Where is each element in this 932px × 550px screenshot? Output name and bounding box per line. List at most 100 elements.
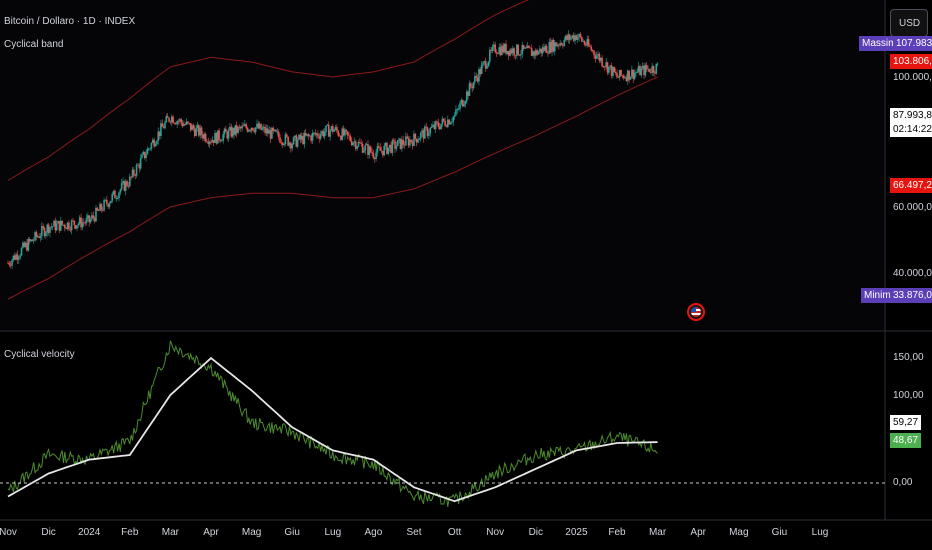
candle	[119, 188, 122, 196]
candle	[548, 38, 551, 54]
candle	[303, 130, 306, 149]
candle	[231, 126, 234, 139]
candle	[152, 137, 154, 144]
time-axis-label: Giu	[284, 527, 300, 538]
candle	[35, 230, 38, 241]
candle	[532, 50, 534, 58]
candle	[198, 123, 200, 138]
candle	[130, 176, 132, 180]
candle	[498, 43, 501, 56]
candle	[621, 74, 624, 79]
candle	[23, 241, 26, 248]
candle	[134, 173, 137, 180]
candle	[465, 89, 468, 104]
candle	[639, 64, 641, 76]
candle	[203, 132, 206, 142]
candle	[177, 118, 180, 126]
candle	[16, 250, 19, 264]
indicator-cyclical-velocity-label[interactable]: Cyclical velocity	[4, 349, 75, 360]
candle	[459, 100, 461, 112]
candle	[483, 60, 486, 66]
candle	[147, 147, 150, 151]
us-flag-event-icon[interactable]	[687, 303, 705, 321]
candle	[253, 127, 256, 134]
candle	[162, 124, 165, 129]
candle	[332, 123, 334, 135]
candle	[31, 239, 34, 242]
candle	[191, 123, 193, 131]
candle	[440, 123, 442, 130]
candle	[424, 124, 426, 139]
candle	[558, 43, 560, 50]
candle	[651, 62, 653, 77]
candle	[76, 225, 78, 232]
candle	[414, 133, 417, 142]
indicator-cyclical-band-label[interactable]: Cyclical band	[4, 39, 64, 50]
candle	[53, 219, 55, 227]
currency-selector[interactable]: USD	[890, 9, 928, 37]
candle	[494, 41, 496, 54]
candle	[375, 148, 377, 162]
candle	[139, 154, 142, 171]
candle	[624, 75, 626, 80]
candle	[233, 126, 235, 139]
candle	[238, 124, 241, 131]
candle	[632, 69, 635, 84]
candle	[413, 130, 415, 147]
candle	[353, 137, 356, 147]
candle	[502, 42, 505, 54]
band-lower-line	[7, 76, 658, 300]
candle	[398, 137, 400, 144]
candle	[45, 230, 47, 240]
min-marker-label: Minimo	[861, 288, 900, 303]
candle	[555, 41, 557, 47]
candle	[563, 37, 566, 47]
candle	[222, 131, 224, 144]
candle	[488, 47, 491, 65]
candle	[317, 130, 319, 139]
candle	[32, 237, 35, 244]
candle	[192, 123, 195, 132]
time-axis-label: Ott	[447, 527, 462, 538]
candle	[606, 61, 609, 76]
candle	[82, 218, 85, 227]
candle	[382, 150, 384, 158]
candle	[521, 41, 524, 58]
candle	[547, 51, 549, 57]
candle	[292, 136, 295, 145]
candle	[430, 123, 433, 129]
candle	[586, 35, 589, 48]
candle	[650, 68, 652, 75]
candle	[525, 44, 528, 49]
time-axis-label: Mar	[161, 527, 180, 538]
candle	[518, 54, 521, 57]
candle	[528, 44, 530, 49]
candle	[196, 121, 199, 132]
time-axis-label: 2025	[565, 527, 588, 538]
symbol-title[interactable]: Bitcoin / Dollaro · 1D · INDEX	[4, 16, 136, 27]
candle	[418, 137, 421, 141]
candle	[47, 223, 50, 236]
candle	[101, 206, 104, 212]
candle	[225, 125, 227, 132]
candle	[631, 65, 633, 79]
candle	[432, 121, 434, 128]
candle	[345, 129, 348, 135]
candle	[89, 216, 92, 224]
candle	[337, 129, 340, 138]
time-axis-label: Dic	[41, 527, 56, 538]
candle	[479, 67, 482, 77]
candle	[608, 66, 610, 75]
candle	[325, 125, 327, 136]
candle	[567, 30, 570, 44]
last-price-tag: 87.993,83	[890, 108, 932, 123]
candle	[141, 152, 143, 159]
candle	[510, 47, 513, 55]
candle	[158, 131, 161, 140]
candle	[184, 122, 187, 126]
candle	[656, 62, 659, 67]
candle	[520, 49, 522, 60]
candle	[72, 217, 74, 222]
candle	[280, 139, 283, 146]
